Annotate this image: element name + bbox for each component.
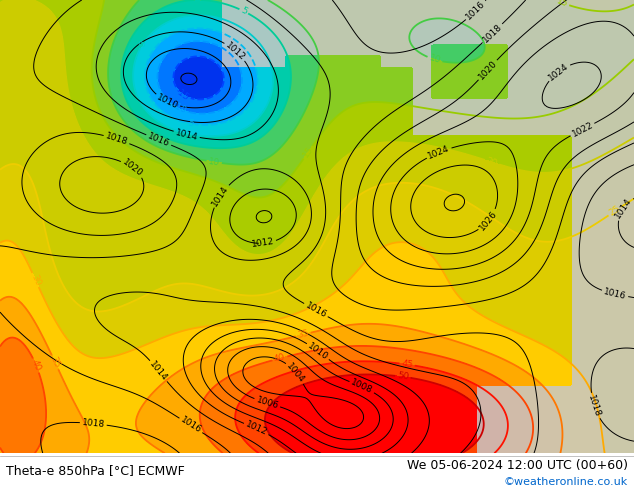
- Text: 1012: 1012: [244, 420, 269, 438]
- Text: 1018: 1018: [481, 22, 504, 45]
- Text: 1010: 1010: [306, 341, 330, 362]
- Text: -5: -5: [186, 119, 196, 129]
- Text: 1022: 1022: [570, 120, 595, 139]
- Text: ©weatheronline.co.uk: ©weatheronline.co.uk: [503, 477, 628, 487]
- Text: 1012: 1012: [224, 40, 247, 62]
- Text: 15: 15: [555, 0, 569, 9]
- Text: 1018: 1018: [586, 393, 602, 418]
- Text: 10: 10: [428, 53, 442, 66]
- Text: 1020: 1020: [477, 58, 499, 81]
- Text: 1016: 1016: [146, 131, 171, 148]
- Text: 20: 20: [485, 156, 499, 168]
- Text: 25: 25: [607, 204, 622, 218]
- Text: 1016: 1016: [465, 0, 488, 22]
- Text: 15: 15: [301, 145, 315, 160]
- Text: 1026: 1026: [477, 209, 499, 232]
- Polygon shape: [0, 0, 634, 453]
- Text: We 05-06-2024 12:00 UTC (00+60): We 05-06-2024 12:00 UTC (00+60): [406, 459, 628, 471]
- Text: 1024: 1024: [427, 144, 451, 161]
- Text: 1006: 1006: [255, 395, 280, 411]
- Text: 1020: 1020: [120, 157, 145, 178]
- Text: 1016: 1016: [179, 416, 203, 436]
- Text: 30: 30: [29, 273, 42, 287]
- Text: 0: 0: [138, 39, 148, 49]
- Text: 40: 40: [273, 353, 287, 364]
- Text: 1014: 1014: [148, 359, 169, 383]
- Text: 1024: 1024: [547, 61, 571, 82]
- Text: 1014: 1014: [613, 196, 633, 220]
- Text: 40: 40: [30, 358, 42, 372]
- Text: 1014: 1014: [174, 128, 199, 142]
- Text: 1016: 1016: [603, 287, 627, 301]
- Text: -10: -10: [171, 101, 188, 116]
- Text: 35: 35: [49, 355, 61, 369]
- Text: 1016: 1016: [304, 300, 328, 319]
- Text: 35: 35: [297, 329, 310, 340]
- Text: 1018: 1018: [105, 131, 129, 147]
- Text: 45: 45: [401, 359, 413, 370]
- Text: 1014: 1014: [210, 184, 231, 208]
- Text: 1012: 1012: [251, 237, 275, 249]
- Text: 1010: 1010: [155, 93, 180, 111]
- Text: 50: 50: [397, 371, 409, 382]
- Text: 1018: 1018: [81, 418, 105, 429]
- Text: 10: 10: [208, 157, 221, 167]
- Text: 1008: 1008: [349, 378, 374, 395]
- Text: 1004: 1004: [285, 361, 306, 384]
- Text: Theta-e 850hPa [°C] ECMWF: Theta-e 850hPa [°C] ECMWF: [6, 465, 185, 477]
- Text: 5: 5: [239, 6, 249, 17]
- Text: -15: -15: [174, 86, 191, 102]
